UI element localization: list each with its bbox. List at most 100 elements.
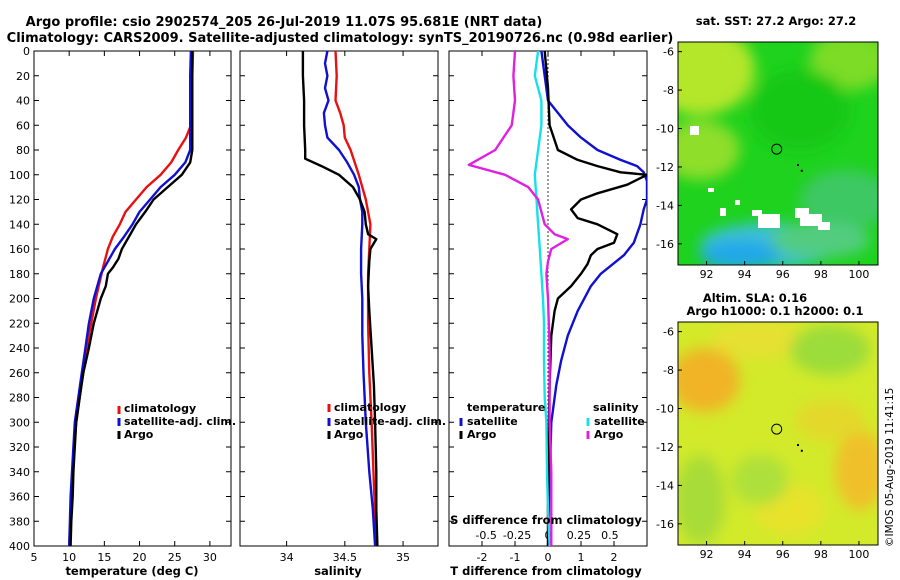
- x-tick-label: 20: [133, 551, 147, 564]
- depth-tick-label: 60: [16, 119, 30, 132]
- depth-tick-label: 220: [9, 317, 30, 330]
- s-tick-label: -0.25: [503, 529, 531, 542]
- map-y-tick-label: -14: [656, 479, 674, 492]
- map-y-tick-label: -6: [663, 326, 674, 339]
- sla-map-frame: [677, 321, 879, 546]
- map-x-tick-label: 92: [700, 268, 714, 281]
- temperature-xlabel: temperature (deg C): [65, 564, 198, 578]
- salinity-depth-ticks: [240, 50, 438, 547]
- x-tick-label: -2: [477, 551, 488, 564]
- salinity-lines: [301, 51, 379, 546]
- depth-tick-label: 180: [9, 268, 30, 281]
- temperature-x-ticks: 5 10 15 20 25 30: [31, 51, 217, 564]
- track-point: [800, 169, 803, 172]
- legend-label-t-satellite: satellite: [467, 415, 518, 428]
- s-difference-label: S difference from climatology: [450, 513, 642, 527]
- salinity-legend: climatology satellite-adj. clim. Argo: [327, 401, 446, 441]
- depth-tick-label: 240: [9, 342, 30, 355]
- map-y-tick-label: -14: [656, 199, 674, 212]
- depth-tick-label: 320: [9, 441, 30, 454]
- sst-map-ticks: 92 94 96 98 100 -6 -8 -10 -12 -14 -16: [656, 46, 869, 281]
- depth-tick-label: 100: [9, 169, 30, 182]
- legend-label-satellite: satellite-adj. clim.: [334, 415, 446, 428]
- temperature-panel: 0 20 40 60 80 100 120 140 160 180 200 220 240 260 280 3…: [9, 45, 236, 578]
- map-x-tick-label: 98: [814, 548, 828, 561]
- series-line-argo: [69, 51, 194, 546]
- x-tick-label: 2: [611, 551, 618, 564]
- map-x-tick-label: 98: [814, 268, 828, 281]
- map-x-tick-label: 92: [700, 548, 714, 561]
- depth-tick-label: 120: [9, 194, 30, 207]
- depth-tick-label: 20: [16, 70, 30, 83]
- x-tick-label: 34.5: [333, 551, 358, 564]
- depth-tick-label: 80: [16, 144, 30, 157]
- temperature-axes: [33, 50, 232, 547]
- map-x-tick-label: 100: [848, 548, 869, 561]
- s-tick-label: 0.5: [601, 529, 619, 542]
- track-point: [797, 444, 799, 447]
- temperature-lines: [68, 51, 195, 546]
- track-point: [797, 164, 799, 167]
- depth-tick-label: 400: [9, 540, 30, 553]
- sst-field: [678, 42, 878, 265]
- salinity-panel: 34 34.5 35 salinity climatology satellite-…: [239, 50, 446, 578]
- sla-map-marks: [771, 423, 803, 452]
- difference-lines: [467, 51, 647, 546]
- legend-label-climatology: climatology: [334, 401, 406, 414]
- series-line-satellite-adj-clim-: [68, 51, 193, 546]
- sla-map-ticks: 92 94 96 98 100 -6 -8 -10 -12 -14 -16: [656, 326, 869, 561]
- depth-tick-label: 280: [9, 392, 30, 405]
- map-y-tick-label: -16: [656, 518, 674, 531]
- legend-title-salinity: salinity: [593, 401, 639, 414]
- salinity-x-ticks: 34 34.5 35: [280, 51, 410, 564]
- sla-field: [678, 322, 878, 545]
- track-point: [800, 449, 803, 452]
- profile-location-marker: [771, 143, 783, 155]
- x-tick-label: 0: [545, 551, 552, 564]
- x-tick-label: 5: [31, 551, 38, 564]
- map-x-tick-label: 94: [738, 268, 752, 281]
- sst-map: sat. SST: 27.2 Argo: 27.2: [656, 14, 879, 281]
- depth-tick-label: 140: [9, 218, 30, 231]
- legend-title-temperature: temperature: [467, 401, 545, 414]
- temperature-legend: climatology satellite-adj. clim. Argo: [117, 402, 236, 441]
- x-tick-label: 15: [97, 551, 111, 564]
- depth-tick-label: 360: [9, 491, 30, 504]
- legend-label-climatology: climatology: [124, 402, 196, 415]
- series-line-temperature-satellite: [540, 51, 647, 546]
- depth-tick-label: 380: [9, 515, 30, 528]
- sla-map: Altim. SLA: 0.16 Argo h1000: 0.1 h2000: …: [656, 291, 879, 561]
- sst-map-marks: [771, 143, 803, 172]
- s-tick-label: -0.5: [475, 529, 496, 542]
- legend-label-t-argo: Argo: [467, 428, 497, 441]
- difference-legend: temperature satellite Argo salinity sate…: [459, 401, 645, 441]
- t-difference-xlabel: T difference from climatology: [450, 564, 642, 578]
- sla-map-title-2: Argo h1000: 0.1 h2000: 0.1: [686, 304, 863, 318]
- legend-label-argo: Argo: [124, 428, 154, 441]
- x-tick-label: 30: [203, 551, 217, 564]
- s-tick-label: 0.25: [567, 529, 592, 542]
- depth-ticks: 0 20 40 60 80 100 120 140 160 180 200 220 240 260 280 3…: [9, 45, 231, 553]
- legend-label-satellite: satellite-adj. clim.: [124, 415, 236, 428]
- legend-label-s-argo: Argo: [594, 428, 624, 441]
- legend-label-argo: Argo: [334, 428, 364, 441]
- depth-tick-label: 200: [9, 293, 30, 306]
- depth-tick-label: 160: [9, 243, 30, 256]
- x-tick-label: 35: [396, 551, 410, 564]
- x-tick-label: 25: [168, 551, 182, 564]
- x-tick-label: 1: [578, 551, 585, 564]
- series-line-argo: [301, 51, 379, 546]
- map-y-tick-label: -6: [663, 46, 674, 59]
- map-x-tick-label: 100: [848, 268, 869, 281]
- x-tick-label: 10: [62, 551, 76, 564]
- sst-map-frame: [677, 41, 879, 266]
- x-tick-label: 34: [280, 551, 294, 564]
- series-line-salinity-argo: [467, 51, 569, 546]
- salinity-xlabel: salinity: [314, 564, 362, 578]
- map-y-tick-label: -8: [663, 364, 674, 377]
- map-x-tick-label: 96: [776, 548, 790, 561]
- map-y-tick-label: -12: [656, 441, 674, 454]
- map-y-tick-label: -12: [656, 161, 674, 174]
- map-y-tick-label: -8: [663, 84, 674, 97]
- series-line-temperature-argo: [543, 51, 647, 546]
